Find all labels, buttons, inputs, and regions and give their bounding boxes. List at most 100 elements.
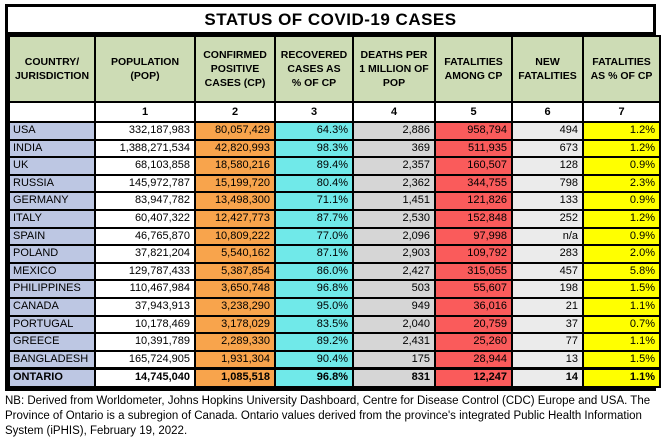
cell-recovered-pct: 86.0%	[274, 261, 354, 282]
cell-recovered-pct: 77.0%	[274, 226, 354, 247]
cell-population: 68,103,858	[94, 156, 196, 176]
column-number: 3	[274, 101, 354, 123]
cell-fatalities-pct: 1.5%	[582, 279, 661, 299]
cell-country: BANGLADESH	[8, 349, 96, 370]
cell-new-fatalities: 673	[511, 138, 584, 159]
cell-deaths-per-million: 175	[352, 349, 436, 370]
cell-fatalities-pct: 1.1%	[582, 296, 661, 317]
header-row: COUNTRY/ JURISDICTION POPULATION (POP) C…	[8, 35, 661, 103]
cell-new-fatalities: 37	[511, 314, 584, 335]
cell-population: 60,407,322	[94, 208, 196, 229]
cell-deaths-per-million: 2,357	[352, 156, 436, 176]
column-number: 5	[434, 101, 513, 123]
cell-recovered-pct: 87.7%	[274, 208, 354, 229]
cell-population: 46,765,870	[94, 226, 196, 247]
column-header-recovered-pct: RECOVERED CASES AS % OF CP	[274, 35, 354, 103]
cell-confirmed-positive: 5,540,162	[194, 244, 276, 264]
cell-country: CANADA	[8, 296, 96, 317]
cell-country: MEXICO	[8, 261, 96, 282]
cell-recovered-pct: 83.5%	[274, 314, 354, 335]
table-row: GREECE 10,391,789 2,289,330 89.2% 2,431 25,26…	[8, 332, 661, 352]
cell-deaths-per-million: 369	[352, 138, 436, 159]
cell-deaths-per-million: 2,431	[352, 332, 436, 352]
cell-fatalities-pct: 0.9%	[582, 156, 661, 176]
cell-fatalities: 152,848	[434, 208, 513, 229]
cell-fatalities-pct: 1.2%	[582, 138, 661, 159]
cell-fatalities: 25,260	[434, 332, 513, 352]
column-header-confirmed-positive: CONFIRMED POSITIVE CASES (CP)	[194, 35, 276, 103]
cell-population: 110,467,984	[94, 279, 196, 299]
cell-fatalities-pct: 1.1%	[582, 367, 661, 388]
cell-recovered-pct: 89.2%	[274, 332, 354, 352]
cell-new-fatalities: n/a	[511, 226, 584, 247]
column-number: 2	[194, 101, 276, 123]
table-row: CANADA 37,943,913 3,238,290 95.0% 949 36,016 2…	[8, 296, 661, 317]
cell-fatalities: 36,016	[434, 296, 513, 317]
cell-fatalities: 28,944	[434, 349, 513, 370]
column-header-fatalities-pct: FATALITIES AS % OF CP	[582, 35, 661, 103]
cell-recovered-pct: 80.4%	[274, 173, 354, 194]
cell-recovered-pct: 64.3%	[274, 121, 354, 141]
column-number: 7	[582, 101, 661, 123]
table-row: INDIA 1,388,271,534 42,820,993 98.3% 369 511,…	[8, 138, 661, 159]
cell-new-fatalities: 128	[511, 156, 584, 176]
cell-new-fatalities: 252	[511, 208, 584, 229]
cell-confirmed-positive: 1,085,518	[194, 367, 276, 388]
cell-deaths-per-million: 2,427	[352, 261, 436, 282]
cell-new-fatalities: 14	[511, 367, 584, 388]
cell-new-fatalities: 283	[511, 244, 584, 264]
cell-fatalities: 55,607	[434, 279, 513, 299]
table-row: UK 68,103,858 18,580,216 89.4% 2,357 160,507 1…	[8, 156, 661, 176]
column-header-country: COUNTRY/ JURISDICTION	[8, 35, 96, 103]
cell-population: 10,391,789	[94, 332, 196, 352]
table-row: BANGLADESH 165,724,905 1,931,304 90.4% 175 28…	[8, 349, 661, 370]
cell-fatalities: 958,794	[434, 121, 513, 141]
cell-population: 14,745,040	[94, 367, 196, 388]
covid-status-table-sheet: STATUS OF COVID-19 CASES COUNTRY/ JURISD…	[5, 4, 661, 391]
cell-country: GREECE	[8, 332, 96, 352]
cell-population: 10,178,469	[94, 314, 196, 335]
column-header-new-fatalities: NEW FATALITIES	[511, 35, 584, 103]
cell-recovered-pct: 89.4%	[274, 156, 354, 176]
cell-deaths-per-million: 2,886	[352, 121, 436, 141]
cell-deaths-per-million: 949	[352, 296, 436, 317]
cell-recovered-pct: 96.8%	[274, 279, 354, 299]
cell-recovered-pct: 98.3%	[274, 138, 354, 159]
cell-new-fatalities: 798	[511, 173, 584, 194]
cell-fatalities: 315,055	[434, 261, 513, 282]
cell-deaths-per-million: 503	[352, 279, 436, 299]
cell-fatalities-pct: 1.5%	[582, 349, 661, 370]
cell-confirmed-positive: 10,809,222	[194, 226, 276, 247]
table-row: PHILIPPINES 110,467,984 3,650,748 96.8% 503 5…	[8, 279, 661, 299]
cell-fatalities: 109,792	[434, 244, 513, 264]
cell-deaths-per-million: 831	[352, 367, 436, 388]
table-row: SPAIN 46,765,870 10,809,222 77.0% 2,096 97,99…	[8, 226, 661, 247]
cell-confirmed-positive: 5,387,854	[194, 261, 276, 282]
cell-confirmed-positive: 3,238,290	[194, 296, 276, 317]
cell-confirmed-positive: 3,650,748	[194, 279, 276, 299]
cell-population: 129,787,433	[94, 261, 196, 282]
cell-confirmed-positive: 80,057,429	[194, 121, 276, 141]
page-title: STATUS OF COVID-19 CASES	[8, 7, 653, 35]
cell-country: GERMANY	[8, 191, 96, 211]
cell-population: 83,947,782	[94, 191, 196, 211]
table-row: GERMANY 83,947,782 13,498,300 71.1% 1,451 121…	[8, 191, 661, 211]
cell-fatalities: 12,247	[434, 367, 513, 388]
table-row: ONTARIO 14,745,040 1,085,518 96.8% 831 12,247…	[8, 367, 661, 388]
cell-confirmed-positive: 15,199,720	[194, 173, 276, 194]
cell-fatalities: 511,935	[434, 138, 513, 159]
cell-confirmed-positive: 1,931,304	[194, 349, 276, 370]
table-row: POLAND 37,821,204 5,540,162 87.1% 2,903 109,7…	[8, 244, 661, 264]
cell-recovered-pct: 87.1%	[274, 244, 354, 264]
cell-recovered-pct: 71.1%	[274, 191, 354, 211]
cell-confirmed-positive: 2,289,330	[194, 332, 276, 352]
column-number: 1	[94, 101, 196, 123]
cell-recovered-pct: 96.8%	[274, 367, 354, 388]
cell-deaths-per-million: 2,096	[352, 226, 436, 247]
column-header-fatalities: FATALITIES AMONG CP	[434, 35, 513, 103]
table-row: ITALY 60,407,322 12,427,773 87.7% 2,530 152,8…	[8, 208, 661, 229]
cell-population: 37,943,913	[94, 296, 196, 317]
column-header-population: POPULATION (POP)	[94, 35, 196, 103]
cell-recovered-pct: 95.0%	[274, 296, 354, 317]
cell-recovered-pct: 90.4%	[274, 349, 354, 370]
